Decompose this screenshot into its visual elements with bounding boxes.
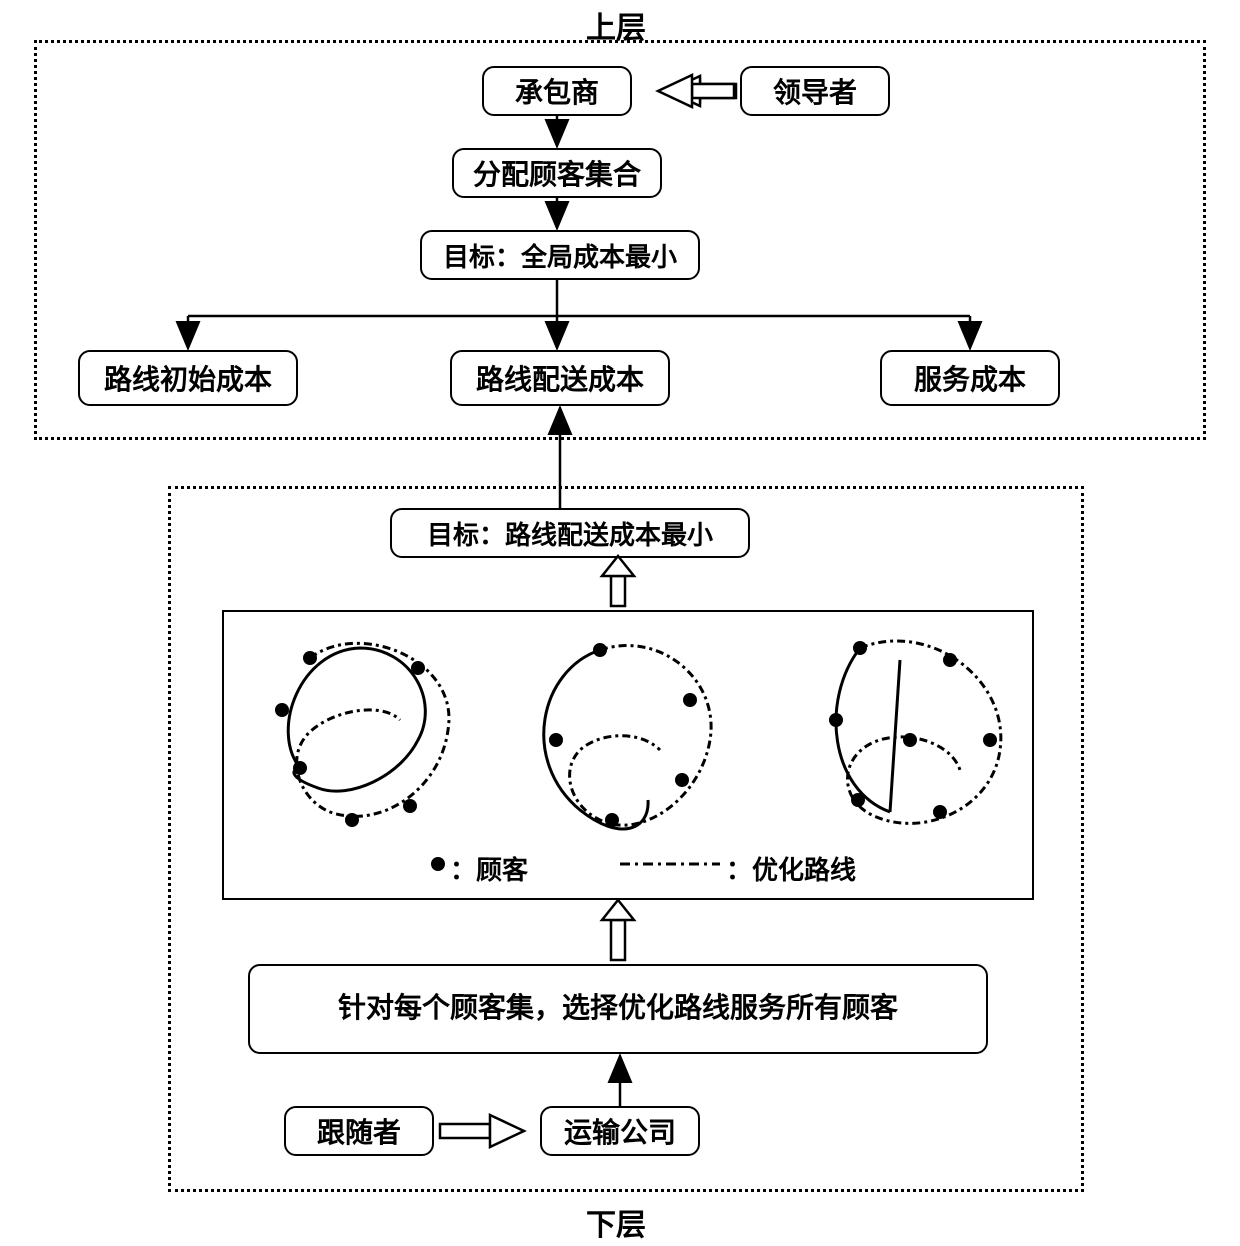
contractor-node: 承包商 — [482, 66, 632, 116]
lower-layer-label: 下层 — [586, 1200, 646, 1244]
lower-objective-node: 目标：路线配送成本最小 — [390, 508, 750, 558]
select-route-node: 针对每个顾客集，选择优化路线服务所有顾客 — [248, 964, 988, 1054]
transport-node: 运输公司 — [540, 1106, 700, 1156]
routes-illustration-box — [222, 610, 1034, 900]
legend-customer-label: ：顾客 — [450, 850, 528, 887]
cost-service-node: 服务成本 — [880, 350, 1060, 406]
legend-route-label: ：优化路线 — [726, 850, 856, 887]
cost-delivery-node: 路线配送成本 — [450, 350, 670, 406]
upper-objective-node: 目标：全局成本最小 — [420, 230, 700, 280]
leader-node: 领导者 — [740, 66, 890, 116]
cost-initial-node: 路线初始成本 — [78, 350, 298, 406]
assign-node: 分配顾客集合 — [452, 148, 662, 198]
follower-node: 跟随者 — [284, 1106, 434, 1156]
